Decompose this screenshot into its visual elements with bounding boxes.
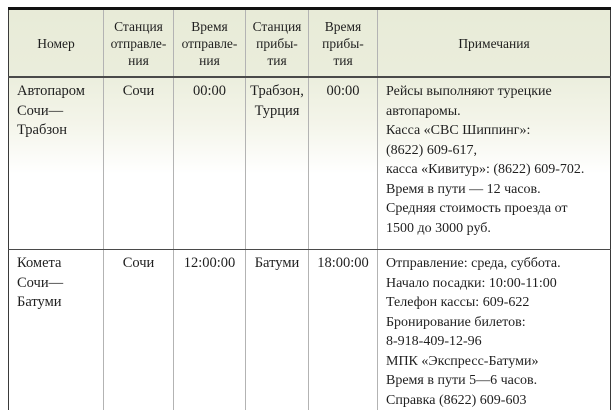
cell-arrival-time: 00:00 (308, 77, 378, 250)
cell-departure-time: 00:00 (173, 77, 246, 250)
cell-arrival-time: 18:00:00 (308, 249, 378, 410)
cell-notes: Отправление: среда, суббота. Начало поса… (377, 249, 611, 410)
cell-arrival-station: Батуми (245, 249, 309, 410)
table-row-kometa-sochi-batumi: Комета Сочи— Батуми Сочи 12:00:00 Батуми… (9, 249, 611, 410)
cell-departure-station: Сочи (103, 77, 174, 250)
cell-number: Комета Сочи— Батуми (17, 255, 64, 310)
cell-number: Автопаром Сочи— Трабзон (8, 77, 104, 250)
header-departure-time: Время отправле- ния (173, 8, 246, 78)
table-body: Автопаром Сочи— Трабзон Сочи 00:00 Трабз… (8, 77, 611, 410)
ferry-schedule-table: Номер Станция отправле- ния Время отправ… (8, 7, 611, 410)
header-departure-station: Станция отправле- ния (103, 8, 174, 78)
cell-arrival-station: Трабзон, Турция (245, 77, 309, 250)
cell-departure-time: 12:00:00 (173, 249, 246, 410)
table-header: Номер Станция отправле- ния Время отправ… (8, 8, 611, 78)
cell-notes: Рейсы выполняют турецкие автопаромы. Кас… (377, 77, 611, 250)
header-number: Номер (8, 8, 104, 78)
header-arrival-station: Станция прибы- тия (245, 8, 309, 78)
header-row: Номер Станция отправле- ния Время отправ… (8, 8, 611, 78)
cell-departure-station: Сочи (103, 249, 174, 410)
table-row-ferry-sochi-trabzon: Автопаром Сочи— Трабзон Сочи 00:00 Трабз… (8, 77, 611, 250)
header-notes: Примечания (377, 8, 611, 78)
header-arrival-time: Время прибы- тия (308, 8, 378, 78)
